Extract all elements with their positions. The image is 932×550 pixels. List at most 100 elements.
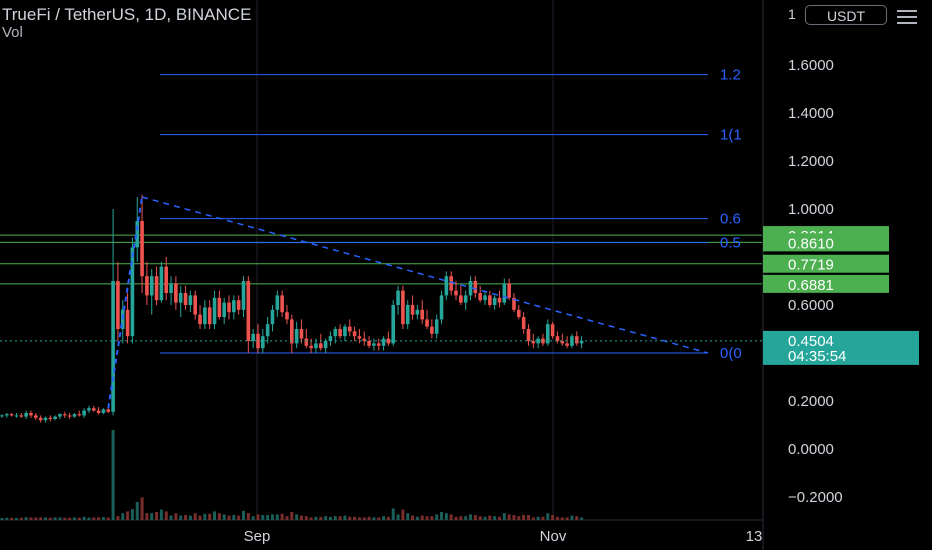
candle-body <box>101 409 106 413</box>
candle <box>536 336 540 349</box>
candle-body <box>62 414 67 416</box>
candle-body <box>459 295 463 303</box>
candle-body <box>82 410 86 416</box>
candle <box>343 324 347 341</box>
candle <box>193 290 197 320</box>
candle <box>497 290 502 308</box>
candle-body <box>478 293 482 301</box>
candle <box>140 194 144 293</box>
volume-bar <box>270 514 274 520</box>
candle <box>526 324 531 346</box>
candle-body <box>261 336 265 349</box>
volume-bar <box>256 514 260 520</box>
candle-body <box>507 283 511 298</box>
candle <box>454 281 458 301</box>
candle-body <box>9 414 14 416</box>
candle <box>574 331 579 346</box>
candle-body <box>430 326 434 334</box>
candle-body <box>449 276 453 291</box>
candle-body <box>77 414 82 416</box>
candle <box>72 413 77 418</box>
y-axis-tick-label: 0.6000 <box>788 297 834 314</box>
candle-body <box>198 314 202 325</box>
candle <box>87 405 91 413</box>
volume-bar <box>580 517 584 520</box>
candle <box>188 290 193 313</box>
y-axis-tick-label: 1.2000 <box>788 153 834 170</box>
candle-body <box>145 276 149 296</box>
volume-bar <box>5 517 9 520</box>
price-label-box <box>763 233 889 252</box>
volume-bar <box>483 516 487 520</box>
volume-bar <box>251 516 255 520</box>
candle <box>507 278 511 301</box>
volume-bar <box>338 516 342 520</box>
y-axis-tick-label: 1.0000 <box>788 201 834 218</box>
candle-body <box>381 338 386 346</box>
candle <box>391 300 396 346</box>
candle <box>338 324 342 339</box>
candle <box>502 278 507 305</box>
candle <box>521 312 526 334</box>
candle-body <box>372 343 376 346</box>
volume-bar <box>198 515 202 520</box>
volume-bar <box>87 517 91 520</box>
candle <box>256 324 260 353</box>
volume-bar <box>58 517 62 520</box>
volume-bar <box>324 516 328 520</box>
candle <box>232 295 236 320</box>
x-axis-tick-label: 13 <box>746 528 763 545</box>
volume-bar <box>420 515 424 520</box>
candle <box>58 413 62 419</box>
candle-body <box>125 309 130 337</box>
candle-body <box>159 266 164 301</box>
volume-bar <box>425 516 429 520</box>
candle-body <box>565 343 569 346</box>
volume-bar <box>488 515 492 520</box>
x-axis-tick-label: Sep <box>244 528 271 545</box>
candle-body <box>396 290 400 305</box>
volume-bar <box>53 517 57 520</box>
x-axis-tick-label: Nov <box>540 528 567 545</box>
candle <box>449 271 453 296</box>
candle-body <box>111 281 115 412</box>
candle-body <box>434 319 439 334</box>
currency-button[interactable]: USDT <box>805 5 887 25</box>
candle <box>473 276 478 298</box>
candle-body <box>164 266 169 293</box>
candle <box>203 300 207 329</box>
candle-body <box>106 409 111 412</box>
candle-body <box>222 302 226 317</box>
candle-body <box>34 415 38 418</box>
candle <box>111 209 115 416</box>
price-label-text: 0.8610 <box>788 235 834 252</box>
fib-level-label: 0.5 <box>720 235 741 252</box>
candle <box>217 290 222 320</box>
candle-body <box>275 295 280 310</box>
axis-menu-icon[interactable] <box>893 6 921 26</box>
candle <box>43 416 48 423</box>
volume-bar <box>116 516 120 520</box>
trend-line-descending <box>141 196 709 354</box>
volume-bar <box>164 511 168 520</box>
volume-bar <box>24 517 28 520</box>
candle-body <box>149 276 154 296</box>
volume-bar <box>19 517 23 520</box>
volume-bar <box>261 515 265 520</box>
candle <box>555 331 560 344</box>
fib-level-label: 1.2 <box>720 67 741 84</box>
candle <box>82 408 86 418</box>
candle-body <box>0 415 4 417</box>
candle-body <box>376 343 381 346</box>
candle-body <box>72 414 77 417</box>
volume-bar <box>106 517 110 520</box>
candle <box>212 290 217 329</box>
candle <box>270 305 275 332</box>
candle-body <box>120 309 125 329</box>
candle-body <box>415 309 420 315</box>
candle-body <box>241 281 246 310</box>
candle <box>444 271 449 301</box>
candle <box>459 285 463 305</box>
candle <box>550 321 555 339</box>
